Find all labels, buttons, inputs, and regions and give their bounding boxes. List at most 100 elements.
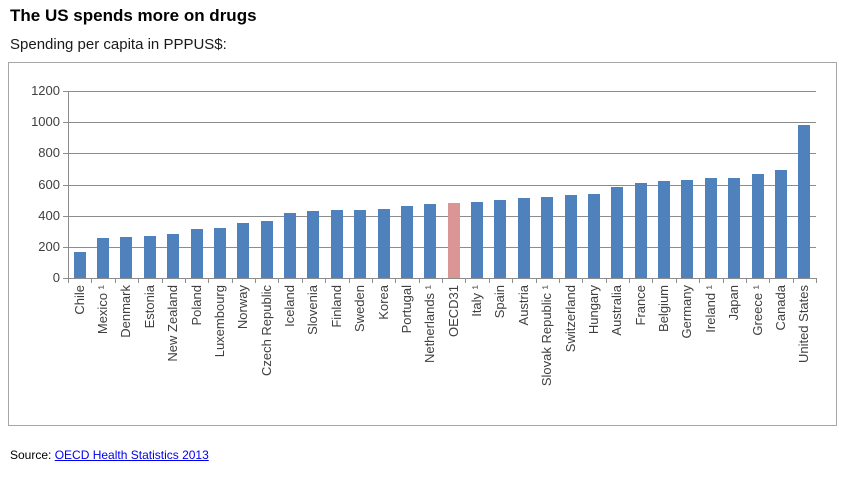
chart-area: Chile Mexico ¹ Denmark Estonia New Zealand Po…: [8, 62, 837, 426]
x-axis-tick: [278, 278, 280, 283]
bar-ireland: [704, 178, 717, 278]
source-link[interactable]: OECD Health Statistics 2013: [54, 448, 209, 462]
bar-switzerland: [564, 195, 577, 278]
x-axis-tick: [348, 278, 350, 283]
x-axis-label-slovak-republic: Slovak Republic ¹: [539, 285, 555, 387]
x-axis-tick: [325, 278, 327, 283]
x-axis-tick: [745, 278, 747, 283]
x-axis-label-belgium: Belgium: [656, 285, 672, 332]
source-line: Source: OECD Health Statistics 2013: [10, 448, 209, 462]
x-axis-label-spain: Spain: [492, 285, 508, 319]
x-axis-label-canada: Canada: [772, 285, 788, 331]
y-axis-label-1200: 1200: [31, 83, 60, 98]
y-axis-tick: [63, 246, 68, 248]
bar-poland: [190, 229, 203, 278]
x-axis-label-slovenia: Slovenia: [305, 285, 321, 335]
gridline-1200: [68, 91, 816, 92]
bar-new-zealand: [167, 233, 180, 278]
x-axis-label-australia: Australia: [609, 285, 625, 336]
x-axis-label-estonia: Estonia: [141, 285, 157, 329]
bar-portugal: [400, 206, 413, 278]
x-axis-label-korea: Korea: [375, 285, 391, 320]
bar-netherlands: [424, 203, 437, 278]
x-axis-label-sweden: Sweden: [352, 285, 368, 332]
bar-spain: [494, 200, 507, 278]
x-axis-label-iceland: Iceland: [282, 285, 298, 327]
bar-korea: [377, 208, 390, 278]
x-axis-tick: [629, 278, 630, 283]
bar-australia: [611, 187, 624, 278]
y-axis-tick: [63, 215, 68, 217]
bar-iceland: [284, 213, 297, 278]
gridline-1000: [68, 122, 816, 124]
bar-japan: [728, 177, 741, 278]
bar-hungary: [587, 194, 600, 278]
bar-canada: [774, 169, 787, 278]
x-axis-tick: [652, 278, 654, 283]
gridline-800: [68, 153, 816, 155]
x-axis-label-hungary: Hungary: [585, 285, 601, 335]
bar-luxembourg: [213, 228, 226, 278]
y-axis-label-800: 800: [38, 145, 60, 161]
bar-germany: [681, 180, 694, 278]
bar-greece: [751, 174, 764, 278]
bar-czech-republic: [260, 220, 273, 278]
page-subtitle: Spending per capita in PPPUS$:: [10, 36, 227, 53]
x-axis-tick: [418, 278, 420, 283]
gridline-200: [68, 246, 816, 248]
bar-united-states: [798, 125, 811, 278]
x-axis-tick: [208, 278, 210, 283]
x-axis-label-greece: Greece ¹: [749, 285, 765, 336]
x-axis-tick: [231, 278, 233, 283]
x-axis-label-oecd31: OECD31: [445, 285, 461, 338]
x-axis-tick: [535, 278, 537, 283]
x-axis-label-japan: Japan: [726, 285, 742, 321]
x-axis-label-ireland: Ireland ¹: [702, 285, 718, 333]
x-axis-label-finland: Finland: [328, 285, 344, 328]
x-axis-tick: [699, 278, 701, 283]
x-axis-label-denmark: Denmark: [118, 285, 134, 338]
x-axis-tick: [488, 278, 490, 283]
source-label: Source:: [10, 448, 52, 462]
gridline-600: [68, 184, 816, 186]
bar-sweden: [354, 209, 367, 278]
bar-denmark: [120, 236, 133, 278]
x-axis-tick: [371, 278, 373, 283]
y-axis-tick: [63, 278, 68, 279]
x-axis-tick: [558, 278, 560, 283]
x-axis-tick: [138, 278, 140, 283]
x-axis-tick: [675, 278, 677, 283]
y-axis-label-400: 400: [38, 207, 60, 223]
x-axis-tick: [792, 278, 794, 283]
x-axis-label-portugal: Portugal: [398, 285, 414, 334]
x-axis-label-poland: Poland: [188, 285, 204, 326]
bar-oecd31: [447, 202, 460, 278]
x-axis-label-mexico: Mexico ¹: [95, 285, 111, 335]
x-axis-tick: [442, 278, 443, 283]
bar-slovenia: [307, 210, 320, 278]
x-axis-tick: [605, 278, 607, 283]
x-axis-tick: [722, 278, 724, 283]
x-axis-label-france: France: [632, 285, 648, 326]
x-axis-label-united-states: United States: [796, 285, 812, 364]
x-axis-label-netherlands: Netherlands ¹: [422, 285, 438, 364]
y-axis-label-600: 600: [38, 176, 60, 192]
y-axis-label-1000: 1000: [31, 114, 60, 130]
bar-finland: [330, 210, 343, 278]
gridline-400: [68, 215, 816, 217]
y-axis-label-0: 0: [52, 270, 60, 285]
x-axis-tick: [161, 278, 163, 283]
x-axis-tick: [114, 278, 116, 283]
bar-italy: [471, 201, 484, 278]
x-axis-label-italy: Italy ¹: [469, 285, 485, 317]
bar-austria: [517, 198, 530, 278]
bar-chile: [73, 251, 86, 278]
x-axis-tick: [301, 278, 303, 283]
x-axis-tick: [68, 278, 69, 283]
x-axis-tick: [582, 278, 584, 283]
plot-area: [68, 91, 816, 279]
y-axis-line: [68, 91, 69, 279]
x-axis-label-czech-republic: Czech Republic: [258, 285, 274, 377]
x-axis-label-germany: Germany: [679, 285, 695, 339]
